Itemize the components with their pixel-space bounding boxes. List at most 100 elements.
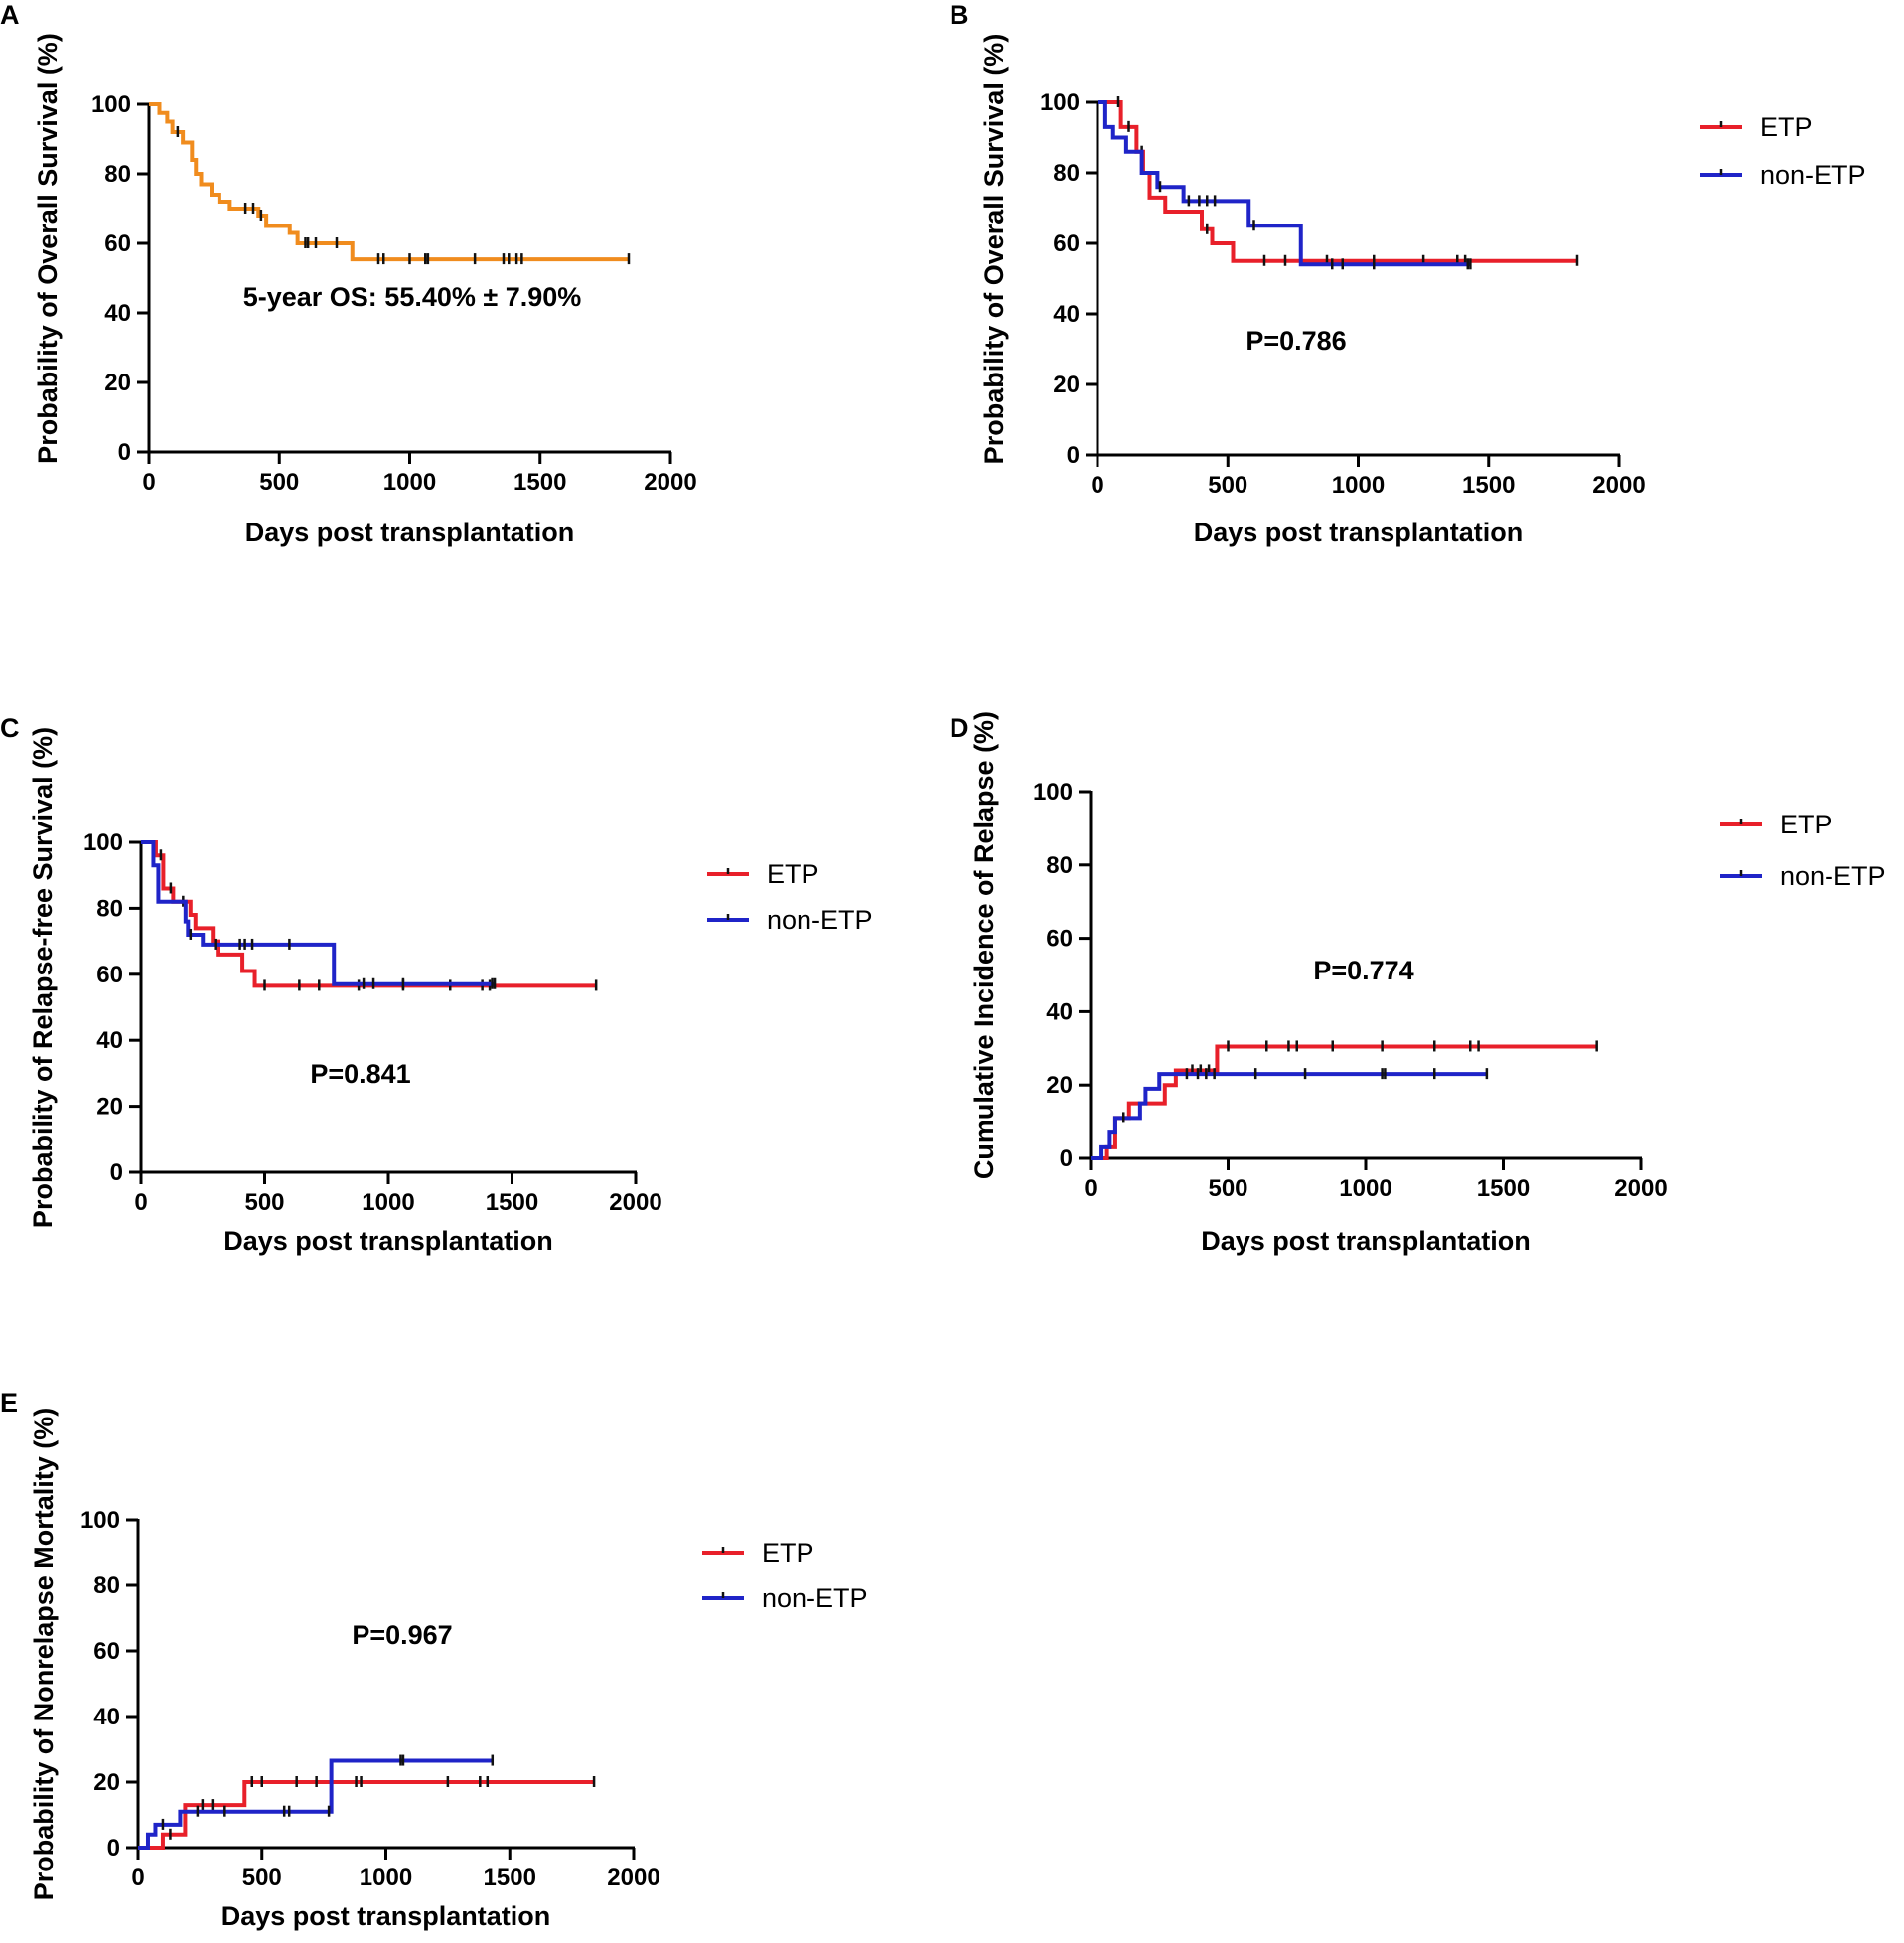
legend-label: ETP [762,1538,814,1568]
y-tick-label: 60 [93,1638,120,1665]
survival-curve-etp [1091,1044,1597,1160]
legend-label: ETP [1780,810,1832,839]
x-tick-label: 1000 [360,1865,412,1891]
x-tick-label: 1000 [362,1189,414,1216]
y-tick-label: 60 [96,962,123,988]
y-tick-label: 20 [1053,372,1080,398]
x-tick-label: 1500 [1477,1175,1530,1202]
y-tick-label: 60 [104,230,131,257]
y-axis-title: Probability of Overall Survival (%) [979,34,1009,465]
x-tick-label: 2000 [609,1189,661,1216]
panel-letter: B [950,0,969,30]
x-tick-label: 500 [259,469,299,496]
panel-letter: A [0,0,20,30]
y-tick-label: 80 [96,895,123,922]
y-tick-label: 20 [96,1094,123,1121]
survival-curve-all-patients [149,102,629,262]
panel-letter: C [0,713,20,743]
y-tick-label: 0 [1067,442,1080,469]
y-tick-label: 40 [104,300,131,327]
annotation-text: P=0.967 [352,1620,452,1650]
annotation-text: P=0.774 [1313,956,1413,985]
y-tick-label: 60 [1053,230,1080,257]
y-axis-title: Probability of Overall Survival (%) [33,33,63,464]
panel-letter: E [0,1388,18,1418]
y-axis-title: Probability of Relapse-free Survival (%) [28,727,58,1228]
y-tick-label: 0 [107,1835,120,1862]
y-tick-label: 0 [110,1159,123,1186]
panel-letter: D [950,713,969,743]
y-tick-label: 100 [1040,89,1080,116]
y-tick-label: 100 [1033,779,1073,806]
y-tick-label: 20 [104,370,131,396]
y-tick-label: 80 [93,1572,120,1599]
annotation-text: 5-year OS: 55.40% ± 7.90% [243,282,582,312]
x-tick-label: 1000 [383,469,436,496]
x-tick-label: 1000 [1339,1175,1391,1202]
y-tick-label: 40 [93,1704,120,1730]
x-tick-label: 1000 [1332,472,1385,499]
x-tick-label: 500 [1208,472,1247,499]
survival-curve-non-etp [138,1758,493,1850]
x-tick-label: 2000 [1592,472,1645,499]
y-tick-label: 0 [118,439,131,466]
x-tick-label: 0 [142,469,155,496]
legend: ETP non-ETP [707,859,873,935]
legend-label: non-ETP [767,905,873,935]
x-tick-label: 1500 [513,469,566,496]
x-tick-label: 500 [244,1189,284,1216]
y-tick-label: 60 [1046,926,1073,953]
y-tick-label: 80 [1046,852,1073,879]
y-axis-title: Cumulative Incidence of Relapse (%) [969,711,999,1179]
legend-label: ETP [1760,112,1813,142]
legend: ETP non-ETP [1700,112,1866,190]
survival-curve-etp [141,840,597,988]
y-tick-label: 40 [96,1027,123,1054]
x-axis-title: Days post transplantation [1201,1226,1531,1256]
y-tick-label: 100 [80,1507,120,1534]
y-tick-label: 0 [1060,1145,1073,1172]
legend-label: non-ETP [762,1583,868,1613]
y-tick-label: 80 [104,161,131,188]
y-tick-label: 40 [1053,301,1080,328]
x-tick-label: 500 [242,1865,282,1891]
y-tick-label: 100 [91,91,131,118]
annotation-text: P=0.841 [310,1059,410,1089]
survival-curve-non-etp [1091,1072,1487,1160]
legend: ETP non-ETP [1720,810,1886,891]
y-tick-label: 40 [1046,998,1073,1025]
legend: ETP non-ETP [702,1538,868,1613]
x-tick-label: 2000 [644,469,696,496]
x-tick-label: 0 [131,1865,144,1891]
x-tick-label: 1500 [484,1865,536,1891]
x-tick-label: 1500 [486,1189,538,1216]
x-tick-label: 500 [1208,1175,1247,1202]
y-tick-label: 20 [93,1769,120,1796]
survival-curve-etp [138,1780,595,1850]
x-axis-title: Days post transplantation [1194,518,1524,547]
survival-curve-etp [1098,100,1577,263]
x-tick-label: 2000 [607,1865,659,1891]
x-tick-label: 0 [1084,1175,1097,1202]
x-axis-title: Days post transplantation [245,518,575,547]
x-axis-title: Days post transplantation [223,1226,553,1256]
survival-curve-non-etp [141,840,496,986]
x-tick-label: 0 [134,1189,147,1216]
annotation-text: P=0.786 [1245,326,1346,356]
y-tick-label: 80 [1053,160,1080,187]
survival-curve-non-etp [1098,100,1471,267]
x-tick-label: 1500 [1462,472,1515,499]
y-tick-label: 20 [1046,1072,1073,1099]
y-tick-label: 100 [83,829,123,856]
legend-label: non-ETP [1780,861,1886,891]
x-tick-label: 0 [1091,472,1103,499]
legend-label: non-ETP [1760,160,1866,190]
x-tick-label: 2000 [1614,1175,1667,1202]
y-axis-title: Probability of Nonrelapse Mortality (%) [29,1408,59,1901]
